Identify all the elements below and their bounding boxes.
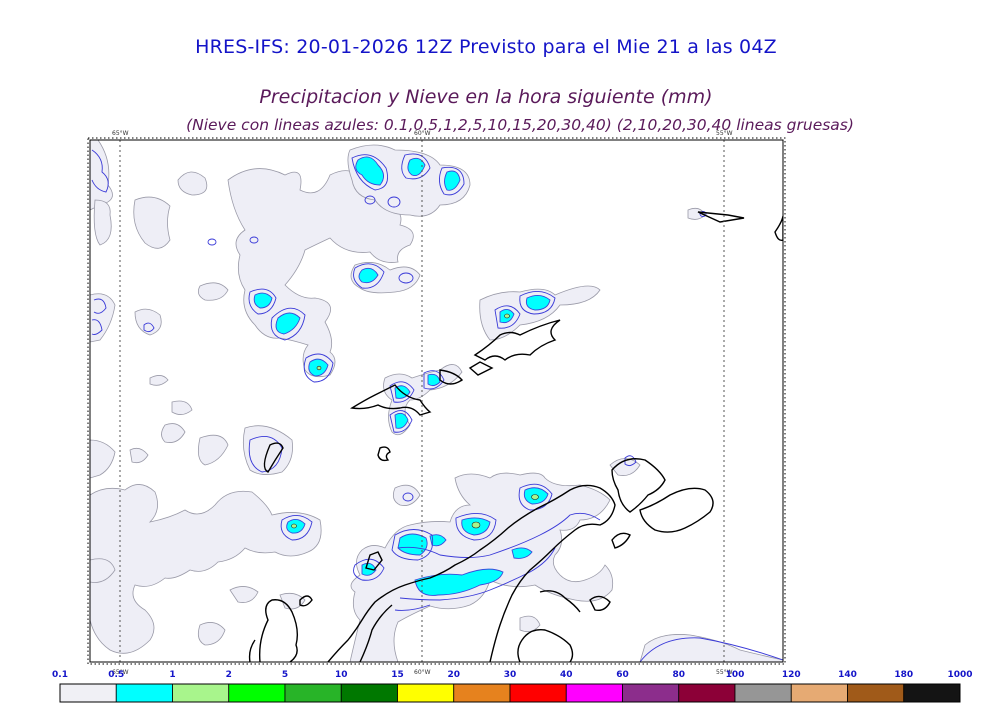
colorbar-swatch xyxy=(622,683,680,703)
colorbar-labels: 0.1 0.5 1 2 5 10 15 20 30 40 60 80 100 120 140 180 1000 xyxy=(52,670,973,680)
colorbar-label: 30 xyxy=(504,670,517,680)
precip-intense-cores xyxy=(291,313,539,529)
colorbar-label: 100 xyxy=(726,670,745,680)
colorbar-label: 40 xyxy=(560,670,573,680)
lon-label-60w-bottom: 60°W xyxy=(414,669,431,676)
lon-label-65w-bottom: 65°W xyxy=(112,669,129,676)
colorbar-label: 20 xyxy=(447,670,460,680)
colorbar-swatch xyxy=(565,683,623,703)
map-subtitle-snow: (Nieve con lineas azules: 0.1,0.5,1,2,5,… xyxy=(186,116,854,134)
colorbar-label: 140 xyxy=(838,670,857,680)
map-frame-ticks xyxy=(87,137,786,665)
map-area xyxy=(90,140,783,662)
colorbar-frame xyxy=(59,683,961,703)
colorbar-label: 2 xyxy=(226,670,232,680)
colorbar-swatch xyxy=(903,683,961,703)
colorbar-label: 10 xyxy=(335,670,348,680)
coastlines xyxy=(248,211,783,662)
colorbar-swatch xyxy=(790,683,848,703)
colorbar-swatches xyxy=(59,683,961,703)
colorbar-swatch xyxy=(115,683,173,703)
colorbar-label: 15 xyxy=(391,670,404,680)
colorbar-swatch xyxy=(678,683,736,703)
colorbar-label: 60 xyxy=(616,670,629,680)
colorbar-swatch xyxy=(847,683,905,703)
colorbar-swatch xyxy=(509,683,567,703)
longitude-gridlines xyxy=(119,140,725,662)
colorbar-label: 1 xyxy=(169,670,175,680)
lon-label-55w-top: 55°W xyxy=(716,130,733,137)
lon-label-60w-top: 60°W xyxy=(414,130,431,137)
colorbar-swatch xyxy=(284,683,342,703)
colorbar-swatch xyxy=(453,683,511,703)
snow-contours xyxy=(91,149,783,662)
colorbar-label: 1000 xyxy=(947,670,972,680)
colorbar-label: 5 xyxy=(282,670,288,680)
colorbar-swatch xyxy=(340,683,398,703)
lon-label-65w-top: 65°W xyxy=(112,130,129,137)
colorbar-swatch xyxy=(734,683,792,703)
colorbar-label: 0.5 xyxy=(108,670,124,680)
colorbar-swatch xyxy=(59,683,117,703)
colorbar-swatch xyxy=(397,683,455,703)
colorbar-swatch xyxy=(228,683,286,703)
colorbar-label: 80 xyxy=(672,670,685,680)
colorbar-label: 180 xyxy=(894,670,913,680)
colorbar-swatch xyxy=(172,683,230,703)
colorbar-label: 0.1 xyxy=(52,670,68,680)
map-frame xyxy=(89,139,784,663)
lon-label-55w-bottom: 55°W xyxy=(716,669,733,676)
map-subtitle: Precipitacion y Nieve en la hora siguien… xyxy=(259,86,713,108)
map-title: HRES-IFS: 20-01-2026 12Z Previsto para e… xyxy=(195,36,777,58)
colorbar-label: 120 xyxy=(782,670,801,680)
